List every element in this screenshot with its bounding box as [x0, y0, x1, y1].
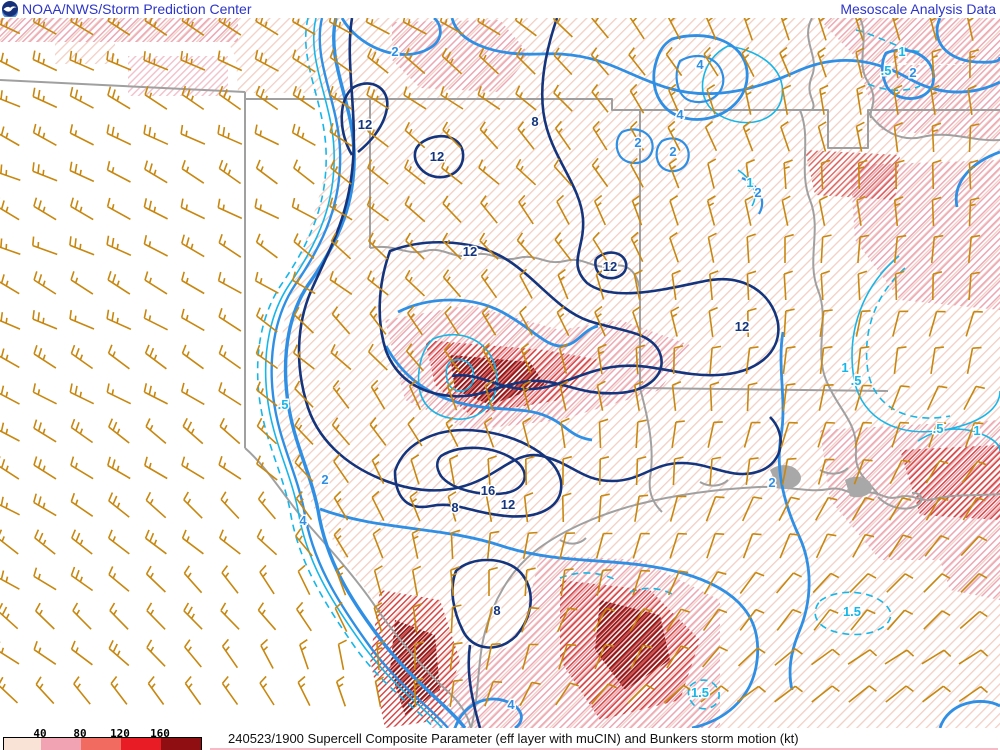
contour-label: 4: [676, 107, 684, 122]
page-title: NOAA/NWS/Storm Prediction Center: [22, 1, 252, 17]
contour-label: 2: [634, 135, 641, 150]
red-river: [369, 245, 641, 291]
contour-label: 8: [531, 114, 538, 129]
contour-label: 16: [481, 483, 495, 498]
contour-label: .5: [933, 421, 944, 436]
contour-label: 2: [754, 185, 761, 200]
colorbar-segment: [81, 738, 121, 750]
contour-label: 4: [299, 513, 307, 528]
colorbar-tick-label: 160: [150, 727, 170, 740]
contour-label: 1.5: [843, 604, 861, 619]
colorbar-tick-label: 80: [73, 727, 87, 740]
analysis-data-label: Mesoscale Analysis Data: [840, 1, 996, 17]
header-bar: NOAA/NWS/Storm Prediction Center Mesosca…: [0, 0, 1000, 18]
contour-label: 12: [463, 244, 477, 259]
contour-label: 1: [898, 44, 905, 59]
mississippi-river: [799, 109, 879, 495]
contour-label: 2: [669, 144, 676, 159]
footer-bar: 40 80 120 160 240523/1900 Supercell Composi…: [0, 727, 1000, 750]
contour-label: 2: [768, 475, 775, 490]
contours-navy: [297, 17, 783, 729]
clear-region-west: [0, 42, 470, 728]
contour-label: 8: [451, 500, 458, 515]
ms-delta: [877, 491, 923, 510]
colorbar-tick-label: 40: [33, 727, 47, 740]
contour-label: 12: [603, 259, 617, 274]
contour-label: 1: [746, 175, 753, 190]
colorbar-segment: [4, 738, 41, 750]
border-ks-ok-mo-ar: [245, 98, 1000, 149]
contour-label: 2: [391, 44, 398, 59]
contour-label: 4: [696, 57, 704, 72]
rivers-ne: [807, 17, 1000, 142]
storm-motion-barbs: [0, 9, 989, 708]
contour-label: .5: [851, 373, 862, 388]
contour-label: 12: [358, 117, 372, 132]
scp-colorbar: [3, 737, 202, 750]
contour-label: 1: [841, 360, 848, 375]
product-caption: 240523/1900 Supercell Composite Paramete…: [228, 731, 799, 746]
border-ar-la: [639, 387, 889, 392]
rio-grande: [244, 447, 472, 729]
la-marsh-2: [845, 476, 873, 498]
colorbar-segment: [121, 738, 161, 750]
contour-label: 8: [493, 603, 500, 618]
la-marsh-1: [770, 465, 801, 490]
contour-label: 12: [735, 319, 749, 334]
sabine-river: [639, 387, 663, 513]
scp-colorbar-ticks: 40 80 120 160: [0, 727, 220, 740]
gulf-coast: [470, 485, 1000, 729]
contour-label: 2: [909, 65, 916, 80]
contour-label: 12: [501, 497, 515, 512]
contour-label: 2: [321, 472, 328, 487]
contour-label: 1: [973, 423, 980, 438]
colorbar-segment: [161, 738, 201, 750]
wind-barb-glyphs: [0, 9, 989, 708]
footer-divider: [210, 748, 998, 750]
contour-label: 12: [430, 149, 444, 164]
geo-borders: [0, 17, 1000, 729]
contour-label: 4: [507, 697, 515, 712]
border-nm-co: [0, 79, 246, 93]
noaa-logo: [2, 1, 18, 17]
colorbar-segment: [41, 738, 81, 750]
colorbar-tick-label: 120: [110, 727, 130, 740]
contour-label: .5: [278, 397, 289, 412]
contour-label: 1.5: [691, 685, 709, 700]
contour-label: .5: [881, 63, 892, 78]
mesoanalysis-map[interactable]: 12 8 12 12 12 12 16 12 8 8 2 4 4 2 2 2 2 2 4 4 2.5 1.5 1 1.5.5 1…: [0, 9, 1000, 730]
